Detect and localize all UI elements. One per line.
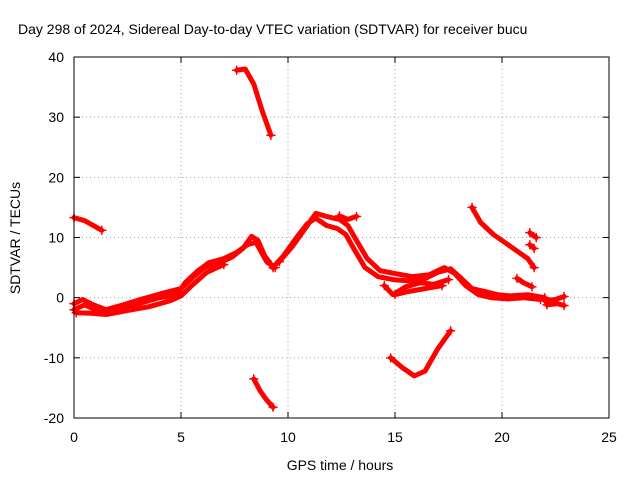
plus-marker	[527, 282, 537, 292]
plus-marker	[379, 280, 390, 291]
plus-marker	[249, 374, 259, 384]
plus-marker	[437, 280, 447, 291]
plus-marker	[385, 353, 396, 363]
plus-marker	[525, 227, 535, 238]
plus-marker	[531, 232, 541, 243]
series-arc-10	[388, 328, 454, 379]
plus-marker	[97, 225, 107, 236]
plus-marker	[71, 307, 81, 318]
y-tick-label: 0	[56, 290, 64, 306]
plus-marker	[390, 289, 400, 300]
x-tick-label: 10	[280, 429, 296, 445]
plus-marker	[219, 259, 229, 270]
series-arc-5	[234, 66, 274, 138]
series-arc-4	[73, 262, 227, 317]
plus-marker	[559, 300, 569, 311]
plus-marker	[231, 65, 242, 75]
plus-marker	[529, 243, 539, 254]
series-arc-11	[381, 277, 451, 298]
series-arc-12	[392, 283, 445, 298]
plus-marker	[268, 262, 278, 273]
series-arc-1	[71, 215, 105, 233]
x-tick-label: 20	[494, 429, 510, 445]
y-tick-label: -10	[44, 350, 64, 366]
data-series	[69, 65, 569, 412]
chart-title: Day 298 of 2024, Sidereal Day-to-day VTE…	[18, 21, 527, 37]
y-tick-label: 40	[48, 49, 64, 65]
plus-marker	[529, 262, 539, 273]
series-arc-8	[276, 210, 543, 302]
plus-marker	[274, 256, 285, 267]
series-arc-9	[336, 213, 359, 222]
plus-marker	[266, 130, 276, 140]
x-tick-label: 5	[177, 429, 185, 445]
series-arc-3	[71, 233, 274, 313]
x-tick-label: 15	[387, 429, 403, 445]
x-axis-label: GPS time / hours	[287, 457, 394, 473]
axis-ticks: 0 5 10 15 20 25 -20 -10 0 10 20 30 40	[44, 49, 617, 445]
series-arc-13	[469, 204, 537, 271]
plus-marker	[542, 300, 552, 310]
y-tick-label: 20	[48, 169, 64, 185]
y-tick-label: 30	[48, 109, 64, 125]
y-tick-label: -20	[44, 410, 64, 426]
plus-marker	[525, 239, 535, 250]
series-arc-2	[71, 239, 278, 316]
plus-marker	[559, 291, 569, 302]
plus-marker	[268, 402, 278, 412]
y-axis-label: SDTVAR / TECUs	[7, 182, 23, 294]
y-tick-label: 10	[48, 230, 64, 246]
plus-marker	[467, 202, 477, 213]
grid	[74, 57, 609, 418]
plus-marker	[445, 326, 456, 336]
x-tick-label: 0	[70, 429, 78, 445]
plus-marker	[351, 211, 362, 222]
x-tick-label: 25	[601, 429, 617, 445]
series-arc-14	[527, 230, 539, 240]
series-arc-6	[251, 376, 276, 410]
series-arc-16	[514, 275, 535, 290]
plus-marker	[334, 211, 345, 221]
plus-marker	[443, 274, 454, 285]
plus-marker	[512, 273, 522, 284]
